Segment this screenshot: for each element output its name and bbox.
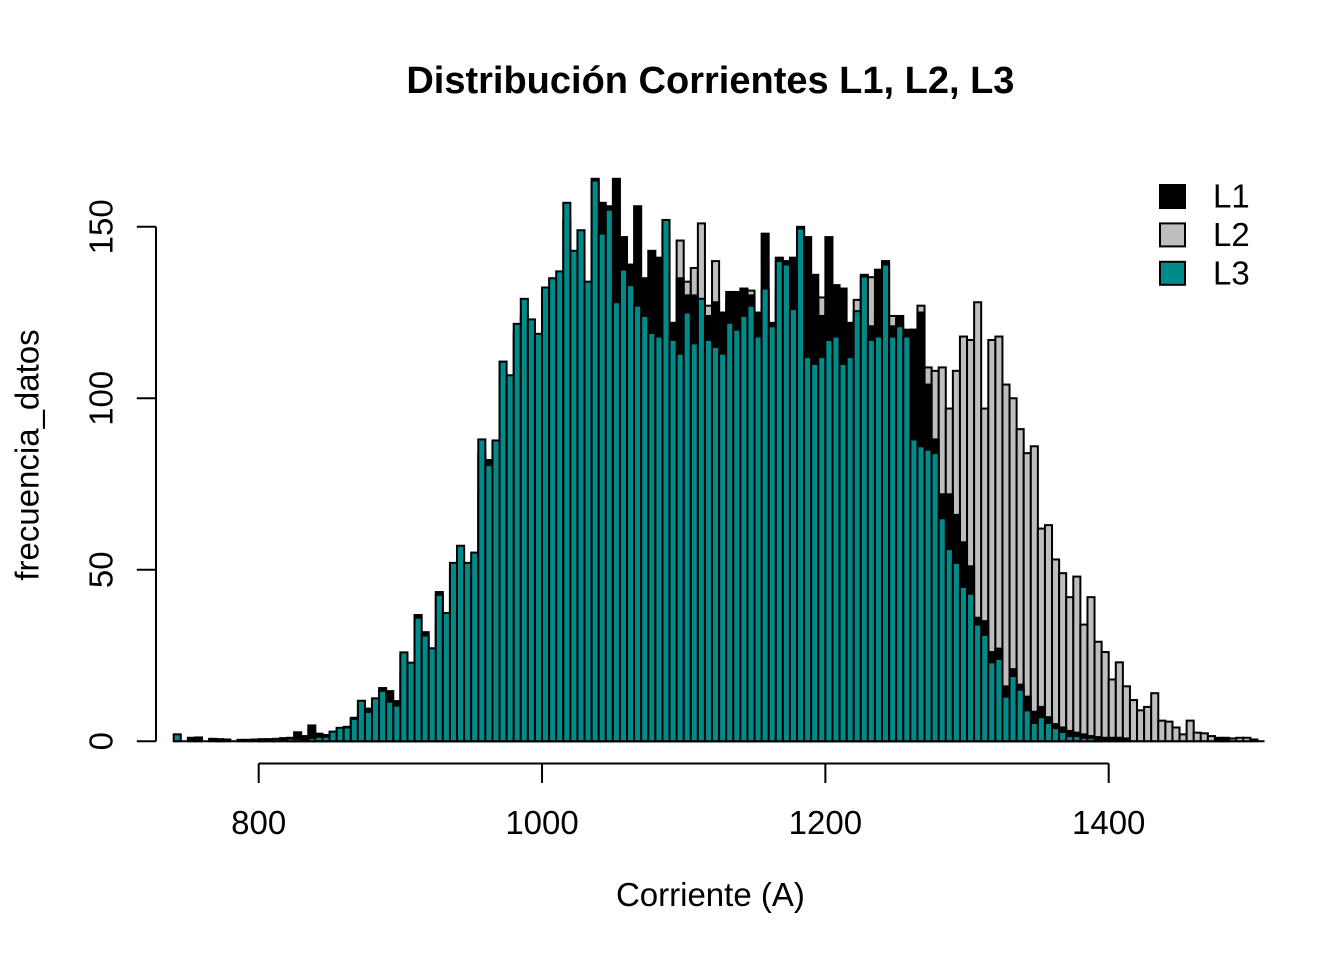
svg-text:100: 100	[83, 371, 120, 426]
svg-text:1400: 1400	[1072, 804, 1145, 841]
svg-text:L3: L3	[1213, 254, 1250, 291]
svg-text:1000: 1000	[505, 804, 578, 841]
svg-text:L1: L1	[1213, 178, 1250, 215]
svg-text:frecuencia_datos: frecuencia_datos	[9, 329, 46, 580]
svg-text:800: 800	[231, 804, 286, 841]
svg-text:Distribución Corrientes L1, L2: Distribución Corrientes L1, L2, L3	[406, 60, 1014, 102]
svg-text:L2: L2	[1213, 216, 1250, 253]
svg-text:Corriente (A): Corriente (A)	[616, 876, 805, 913]
svg-text:1200: 1200	[789, 804, 862, 841]
svg-text:50: 50	[83, 551, 120, 588]
svg-text:0: 0	[83, 732, 120, 750]
svg-text:150: 150	[83, 199, 120, 254]
